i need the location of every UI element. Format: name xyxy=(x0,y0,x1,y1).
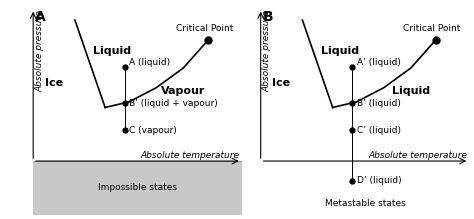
Text: Liquid: Liquid xyxy=(392,86,430,95)
Text: B’ (liquid + vapour): B’ (liquid + vapour) xyxy=(129,99,218,108)
Text: A (liquid): A (liquid) xyxy=(129,58,170,67)
Text: A: A xyxy=(35,10,46,24)
Text: C (vapour): C (vapour) xyxy=(129,125,177,134)
Text: Vapour: Vapour xyxy=(161,86,206,95)
Text: Critical Point: Critical Point xyxy=(403,24,460,33)
Text: Liquid: Liquid xyxy=(321,46,359,56)
Text: Absolute temperature: Absolute temperature xyxy=(368,151,467,160)
Text: Absolute temperature: Absolute temperature xyxy=(141,151,240,160)
Text: Absolute pressure: Absolute pressure xyxy=(35,10,44,92)
Text: D’ (liquid): D’ (liquid) xyxy=(356,176,401,185)
Text: Ice: Ice xyxy=(45,78,63,88)
Text: Metastable states: Metastable states xyxy=(325,199,405,208)
Text: B’ (liquid): B’ (liquid) xyxy=(356,99,401,108)
Text: Absolute pressure: Absolute pressure xyxy=(263,10,272,92)
Text: B: B xyxy=(263,10,273,24)
Text: Ice: Ice xyxy=(273,78,291,88)
Text: C’ (liquid): C’ (liquid) xyxy=(356,125,401,134)
Text: Liquid: Liquid xyxy=(93,46,131,56)
Text: A’ (liquid): A’ (liquid) xyxy=(356,58,401,67)
Text: Impossible states: Impossible states xyxy=(98,183,177,192)
Bar xyxy=(33,161,242,215)
Text: Critical Point: Critical Point xyxy=(175,24,233,33)
